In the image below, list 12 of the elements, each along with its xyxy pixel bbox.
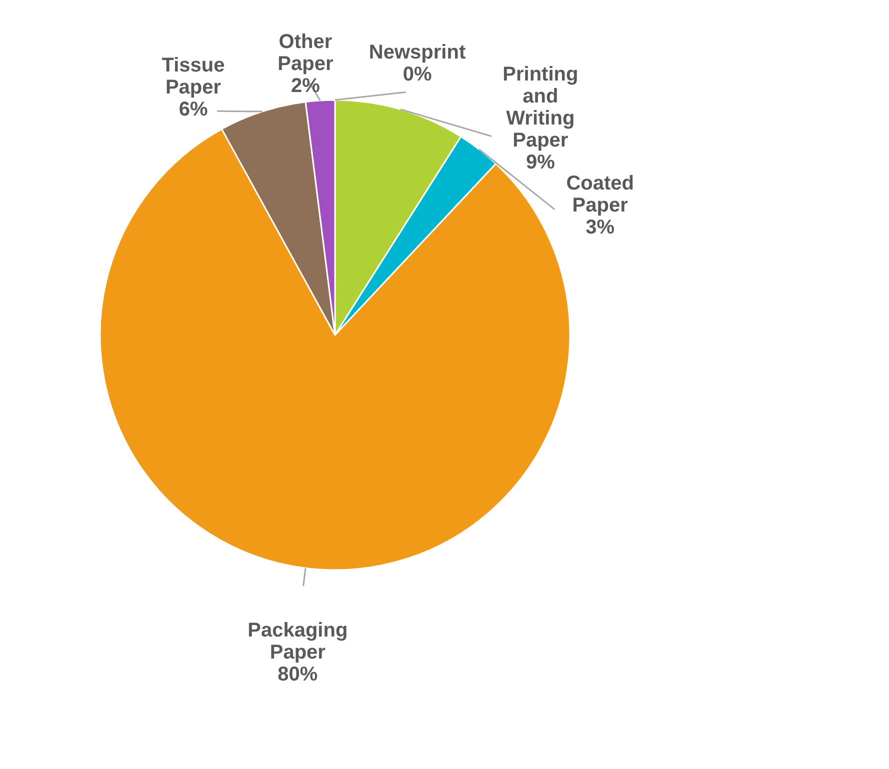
category-label: Newsprint bbox=[368, 42, 466, 64]
slice-label: Coated Paper bbox=[566, 172, 634, 216]
slice-label: Packaging Paper bbox=[248, 620, 348, 664]
data-label: 6% bbox=[178, 98, 208, 121]
data-label: 3% bbox=[586, 216, 615, 238]
data-label: 9% bbox=[526, 151, 556, 174]
slice-label: Tissue Paper bbox=[162, 54, 225, 99]
slice-label: Printing and Writing Paper bbox=[502, 63, 578, 152]
data-label: 2% bbox=[291, 75, 320, 98]
text: 0% bbox=[402, 64, 432, 86]
data-label: 80% bbox=[278, 664, 318, 686]
slice-label: Other Paper bbox=[278, 31, 334, 76]
